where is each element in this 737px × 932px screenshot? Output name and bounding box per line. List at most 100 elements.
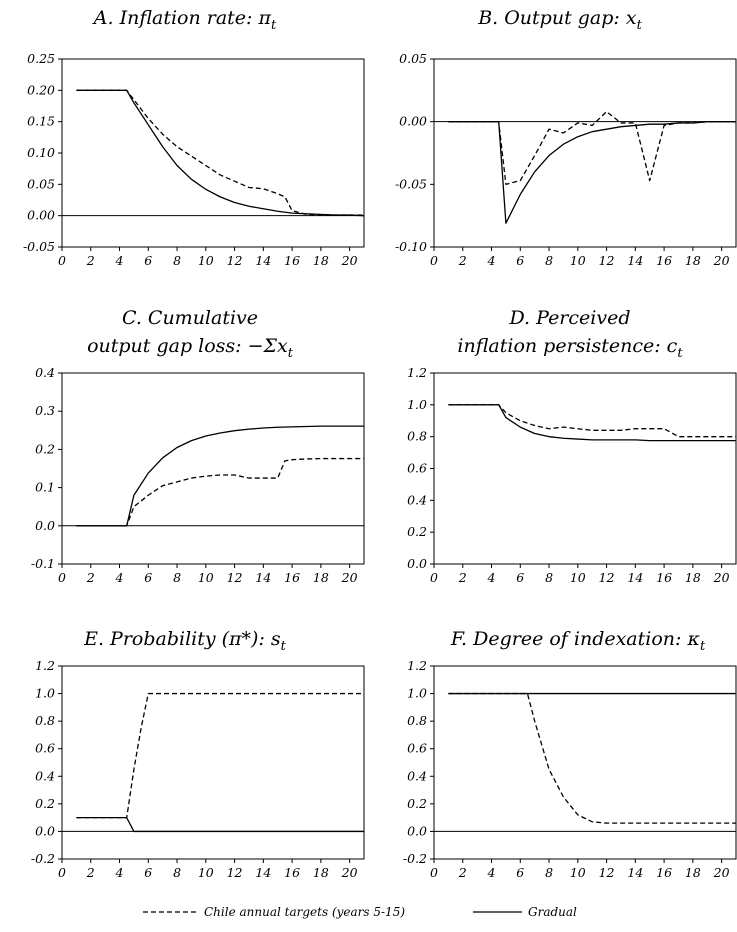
panel-4-series-gradual (448, 404, 736, 442)
panel-1-xtick-label: 0 (58, 253, 66, 268)
panel-6-title-line-1: F. Degree of indexation: κt (450, 628, 706, 654)
panel-3-xtick-label: 6 (144, 570, 152, 585)
legend-label-gradual: Gradual (528, 905, 577, 919)
panel-2-ytick-label: 0.05 (399, 51, 427, 66)
panel-6-series-chile (448, 692, 736, 824)
panel-4-xtick-label: 20 (713, 570, 730, 585)
panel-2-xtick-label: 2 (458, 253, 467, 268)
panel-2-ytick-label: -0.05 (395, 176, 427, 191)
panel-1-ytick-label: 0.20 (27, 82, 55, 97)
panel-3-ytick-label: -0.1 (31, 556, 55, 571)
panel-6-xtick-label: 14 (627, 865, 643, 880)
panel-6: F. Degree of indexation: κt -0.2 0.0 0.2 0.4… (403, 628, 737, 880)
panel-3-xtick-label: 12 (227, 570, 243, 585)
panel-6-ytick-label: 1.0 (407, 686, 427, 701)
panel-5-series-gradual (76, 816, 364, 833)
panel-3-ytick-label: 0.4 (35, 365, 55, 380)
panel-1-ytick-label: -0.05 (23, 239, 55, 254)
panel-1-xtick-label: 4 (115, 253, 124, 268)
panel-4: D. Perceived inflation persistence: ct 0.0… (407, 307, 737, 585)
panel-2-xtick-label: 4 (487, 253, 496, 268)
panel-1-xtick-label: 10 (198, 253, 214, 268)
panel-3-frame (61, 372, 365, 565)
panel-6-xtick-label: 12 (599, 865, 615, 880)
panel-2-xtick-label: 6 (516, 253, 524, 268)
panel-4-ytick-label: 1.2 (407, 365, 427, 380)
panel-5-xtick-label: 16 (284, 865, 300, 880)
panel-4-title-line-2: inflation persistence: ct (457, 335, 683, 361)
legend: Chile annual targets (years 5-15) Gradua… (143, 905, 577, 919)
panel-5-ytick-label: 1.0 (35, 686, 55, 701)
panel-4-xtick-label: 10 (570, 570, 586, 585)
panel-3-xtick-label: 16 (284, 570, 300, 585)
panel-4-ytick-label: 0.2 (407, 524, 427, 539)
panel-6-xtick-label: 16 (656, 865, 672, 880)
panel-5-ytick-label: 0.8 (35, 713, 55, 728)
panel-1-ytick-label: 0.05 (27, 176, 55, 191)
panel-1-xtick-label: 18 (313, 253, 329, 268)
panel-6-xtick-label: 2 (458, 865, 467, 880)
panel-6-xtick-label: 20 (713, 865, 730, 880)
panel-1-series-gradual (76, 89, 365, 217)
panel-2-xtick-label: 12 (599, 253, 615, 268)
panel-5-ytick-label: 0.6 (35, 741, 55, 756)
panel-4-xtick-label: 2 (458, 570, 467, 585)
panel-3-ytick-label: 0.1 (35, 480, 55, 495)
panel-2-xtick-label: 8 (545, 253, 553, 268)
panel-3-series-chile (76, 457, 364, 527)
panel-5-xtick-label: 18 (313, 865, 329, 880)
panel-3-xtick-label: 2 (86, 570, 95, 585)
panel-5-xtick-label: 10 (198, 865, 214, 880)
panel-3-xtick-label: 10 (198, 570, 214, 585)
panel-3-title-line-2: output gap loss: −Σxt (87, 335, 294, 361)
panel-6-ytick-label: 0.8 (407, 713, 427, 728)
panel-6-xtick-label: 10 (570, 865, 586, 880)
panel-4-xtick-label: 12 (599, 570, 615, 585)
panel-1-xtick-label: 8 (173, 253, 181, 268)
panel-3: C. Cumulative output gap loss: −Σxt -0.1 0.… (31, 307, 365, 585)
panel-2-xtick-label: 10 (570, 253, 586, 268)
panel-3-xtick-label: 4 (115, 570, 124, 585)
panel-3-xtick-label: 0 (58, 570, 66, 585)
panel-1-ytick-label: 0.00 (27, 208, 55, 223)
panel-2-ytick-label: -0.10 (395, 239, 427, 254)
panel-2-frame (433, 58, 737, 248)
panel-6-ytick-label: 1.2 (407, 658, 427, 673)
panel-2-xtick-label: 20 (713, 253, 730, 268)
panel-5-xtick-label: 14 (255, 865, 271, 880)
panel-5-ytick-label: -0.2 (31, 851, 55, 866)
panel-5-xtick-label: 4 (115, 865, 124, 880)
panel-3-ytick-label: 0.0 (35, 518, 55, 533)
panel-4-xtick-label: 8 (545, 570, 553, 585)
panel-5-xtick-label: 6 (144, 865, 152, 880)
panel-1-xtick-label: 12 (227, 253, 243, 268)
panel-5-ytick-label: 1.2 (35, 658, 55, 673)
panel-1-xtick-label: 6 (144, 253, 152, 268)
panel-2-series-gradual (448, 121, 736, 224)
panel-1-frame (61, 58, 365, 248)
panel-2: B. Output gap: xt -0.10 -0.05 0.00 0.05 0 2 4 6 8… (395, 7, 737, 268)
panel-4-ytick-label: 0.4 (407, 492, 427, 507)
panel-5-frame (61, 665, 365, 860)
panel-3-series-gradual (76, 425, 364, 527)
panel-2-xtick-label: 16 (656, 253, 672, 268)
panel-5: E. Probability (π*): st -0.2 0.0 0.2 0.4 0.6 0… (31, 628, 365, 880)
panel-4-series-chile (448, 404, 736, 438)
panel-1-xtick-label: 20 (341, 253, 358, 268)
panel-1-xtick-label: 16 (284, 253, 300, 268)
panel-1: A. Inflation rate: πt -0.05 0.00 0.05 0.10 0.… (23, 7, 365, 268)
panel-6-xtick-label: 18 (685, 865, 701, 880)
panel-5-xtick-label: 2 (86, 865, 95, 880)
panel-5-ytick-label: 0.0 (35, 823, 55, 838)
panel-5-xtick-label: 8 (173, 865, 181, 880)
panel-2-ytick-label: 0.00 (399, 114, 427, 129)
panel-6-xtick-label: 4 (487, 865, 496, 880)
panel-6-xtick-label: 0 (430, 865, 438, 880)
panel-6-ytick-label: 0.4 (407, 768, 427, 783)
panel-5-title-line-1: E. Probability (π*): st (83, 628, 287, 654)
panel-4-frame (433, 372, 737, 565)
panel-2-title-line-1: B. Output gap: xt (477, 7, 642, 33)
panel-4-xtick-label: 6 (516, 570, 524, 585)
panel-6-ytick-label: 0.6 (407, 741, 427, 756)
panel-4-ytick-label: 1.0 (407, 397, 427, 412)
